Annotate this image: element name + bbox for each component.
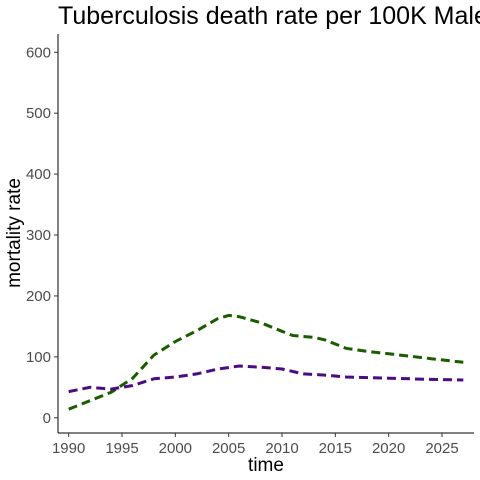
plot-area: 0 100 200 300 400 500 600 1990 1995 2000 2005 2010…	[26, 34, 474, 457]
y-tick-label: 500	[26, 105, 51, 122]
y-tick-label: 100	[26, 349, 51, 366]
y-tick-label: 400	[26, 166, 51, 183]
x-tick-label: 2010	[265, 440, 298, 457]
x-tick-label: 2025	[425, 440, 458, 457]
y-tick-label: 0	[43, 410, 51, 427]
x-axis-title: time	[248, 455, 284, 476]
x-tick-label: 1995	[105, 440, 138, 457]
y-tick-label: 600	[26, 44, 51, 61]
x-tick-label: 2005	[212, 440, 245, 457]
y-axis-title: mortality rate	[4, 178, 25, 288]
series-line-2	[68, 364, 464, 394]
x-tick-label: 2020	[372, 440, 405, 457]
x-tick-label: 2015	[319, 440, 352, 457]
x-axis-ticks: 1990 1995 2000 2005 2010 2015 2020 2025	[52, 433, 459, 457]
y-axis-ticks: 0 100 200 300 400 500 600	[26, 44, 58, 427]
series-layer	[68, 313, 464, 411]
chart-title: Tuberculosis death rate per 100K Males	[58, 2, 480, 30]
y-tick-label: 200	[26, 288, 51, 305]
x-tick-label: 1990	[52, 440, 85, 457]
x-tick-label: 2000	[159, 440, 192, 457]
series-line-1	[68, 313, 464, 411]
y-tick-label: 300	[26, 227, 51, 244]
